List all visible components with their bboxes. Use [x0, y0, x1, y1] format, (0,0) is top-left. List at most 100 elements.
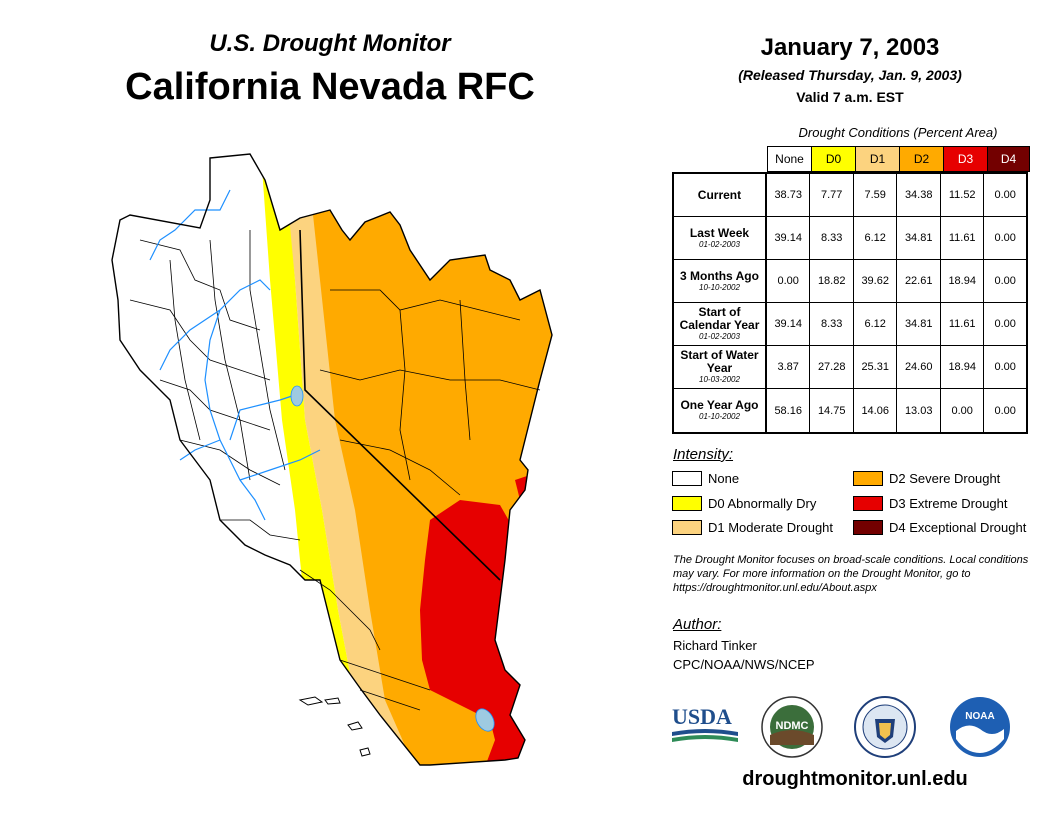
d0-area — [260, 154, 385, 765]
header-d0: D0 — [812, 147, 856, 171]
value-cell: 8.33 — [810, 303, 854, 345]
value-cell: 7.59 — [854, 174, 898, 216]
value-cell: 34.81 — [897, 303, 941, 345]
state-boundary-line — [299, 229, 501, 581]
value-cell: 7.77 — [810, 174, 854, 216]
map-subtitle: U.S. Drought Monitor — [209, 30, 451, 57]
legend-label: D0 Abnormally Dry — [708, 496, 817, 511]
legend-swatch — [853, 471, 883, 486]
author-org: CPC/NOAA/NWS/NCEP — [673, 657, 815, 672]
row-label: Start of Water Year 10-03-2002 — [674, 346, 767, 388]
value-cell: 0.00 — [994, 232, 1016, 244]
valid-time: Valid 7 a.m. EST — [796, 89, 904, 105]
website-link[interactable]: droughtmonitor.unl.edu — [742, 768, 968, 790]
header-d3: D3 — [944, 147, 988, 171]
ndmc-logo-text: NDMC — [776, 720, 809, 732]
drought-conditions-table: Current 38.73 7.77 7.59 34.38 11.52 0.00… — [672, 172, 1028, 434]
value-cell: 18.94 — [941, 260, 985, 302]
legend-label: D2 Severe Drought — [889, 471, 1001, 486]
row-label-text: Current — [697, 187, 742, 202]
value-cell: 6.12 — [854, 217, 898, 259]
value-cell: 11.52 — [941, 174, 985, 216]
channel-islands — [298, 696, 371, 757]
value-cell: 58.16 — [767, 389, 811, 432]
value-cell: 0.00 — [994, 318, 1016, 330]
river-lines — [149, 189, 321, 521]
legend-item-d4: D4 Exceptional Drought — [853, 520, 1026, 535]
value-cell: 0.00 — [994, 189, 1016, 201]
usda-logo: USDA — [672, 704, 738, 742]
table-row: Last Week 01-02-2003 39.14 8.33 6.12 34.8… — [674, 217, 1026, 260]
value-cell: 24.60 — [897, 346, 941, 388]
author-title: Author: — [673, 616, 722, 633]
value-cell: 39.14 — [767, 303, 811, 345]
row-date: 10-03-2002 — [699, 375, 740, 384]
d1-area — [280, 154, 420, 765]
region-title: California Nevada RFC — [125, 66, 535, 108]
legend-item-d3: D3 Extreme Drought — [853, 496, 1008, 511]
region-outline — [111, 153, 553, 766]
row-label-text: Start of Water Year — [680, 348, 759, 375]
value-cell: 0.00 — [994, 361, 1016, 373]
noaa-logo: NOAA — [950, 697, 1010, 757]
row-label-text: 3 Months Ago — [680, 268, 759, 283]
row-date: 01-02-2003 — [699, 239, 740, 249]
salton-sea — [475, 708, 495, 732]
row-date: 01-10-2002 — [699, 412, 740, 421]
value-cell: 13.03 — [897, 389, 941, 432]
row-label: Current — [674, 174, 767, 216]
legend-title: Intensity: — [673, 446, 734, 463]
value-cell: 3.87 — [767, 346, 811, 388]
lake-tahoe — [290, 385, 304, 407]
table-row: Start of Water Year 10-03-2002 3.87 27.28… — [674, 346, 1026, 389]
value-cell: 34.38 — [897, 174, 941, 216]
value-cell: 22.61 — [897, 260, 941, 302]
value-cell: 38.73 — [767, 174, 811, 216]
row-label-text: Start of Calendar Year — [679, 305, 760, 332]
value-cell: 14.75 — [810, 389, 854, 432]
value-cell: 0.00 — [941, 389, 985, 432]
legend-label: None — [708, 471, 740, 486]
value-cell: 11.61 — [941, 217, 985, 259]
table-row: One Year Ago 01-10-2002 58.16 14.75 14.06… — [674, 389, 1026, 432]
legend-swatch — [853, 520, 883, 535]
row-label-text: Last Week — [689, 225, 750, 240]
table-caption: Drought Conditions (Percent Area) — [798, 125, 998, 140]
noaa-logo-text: NOAA — [965, 711, 994, 722]
header-d1: D1 — [856, 147, 900, 171]
value-cell: 39.14 — [767, 217, 811, 259]
value-cell: 39.62 — [854, 260, 898, 302]
legend-label: D4 Exceptional Drought — [889, 520, 1027, 535]
value-cell: 14.06 — [854, 389, 898, 432]
table-header-row: None D0 D1 D2 D3 D4 — [767, 146, 1030, 172]
info-note: The Drought Monitor focuses on broad-sca… — [673, 554, 1029, 594]
usda-logo-text: USDA — [672, 704, 732, 729]
release-date: (Released Thursday, Jan. 9, 2003) — [738, 67, 962, 83]
table-row: Current 38.73 7.77 7.59 34.38 11.52 0.00 — [674, 174, 1026, 217]
legend-item-d1: D1 Moderate Drought — [672, 520, 833, 535]
row-label: Last Week 01-02-2003 — [674, 217, 767, 259]
value-cell: 34.81 — [897, 217, 941, 259]
value-cell: 18.94 — [941, 346, 985, 388]
row-label-text: One Year Ago — [680, 398, 759, 412]
legend-item-d0: D0 Abnormally Dry — [672, 496, 816, 511]
value-cell: 0.00 — [767, 260, 811, 302]
header-d2: D2 — [900, 147, 944, 171]
row-label: One Year Ago 01-10-2002 — [674, 389, 767, 432]
ndmc-logo: NDMC — [761, 696, 823, 758]
value-cell: 27.28 — [810, 346, 854, 388]
legend-swatch — [672, 496, 702, 511]
legend-label: D3 Extreme Drought — [889, 496, 1008, 511]
row-date: 01-02-2003 — [699, 332, 740, 341]
author-name: Richard Tinker — [673, 638, 757, 653]
legend-swatch — [672, 520, 702, 535]
legend-swatch — [672, 471, 702, 486]
value-cell: 0.00 — [994, 275, 1016, 287]
header-none: None — [768, 147, 812, 171]
map-date: January 7, 2003 — [760, 34, 940, 61]
doc-seal-logo — [854, 696, 916, 758]
drought-map — [111, 153, 553, 766]
row-label: Start of Calendar Year 01-02-2003 — [674, 303, 767, 345]
value-cell: 8.33 — [810, 217, 854, 259]
value-cell: 18.82 — [810, 260, 854, 302]
